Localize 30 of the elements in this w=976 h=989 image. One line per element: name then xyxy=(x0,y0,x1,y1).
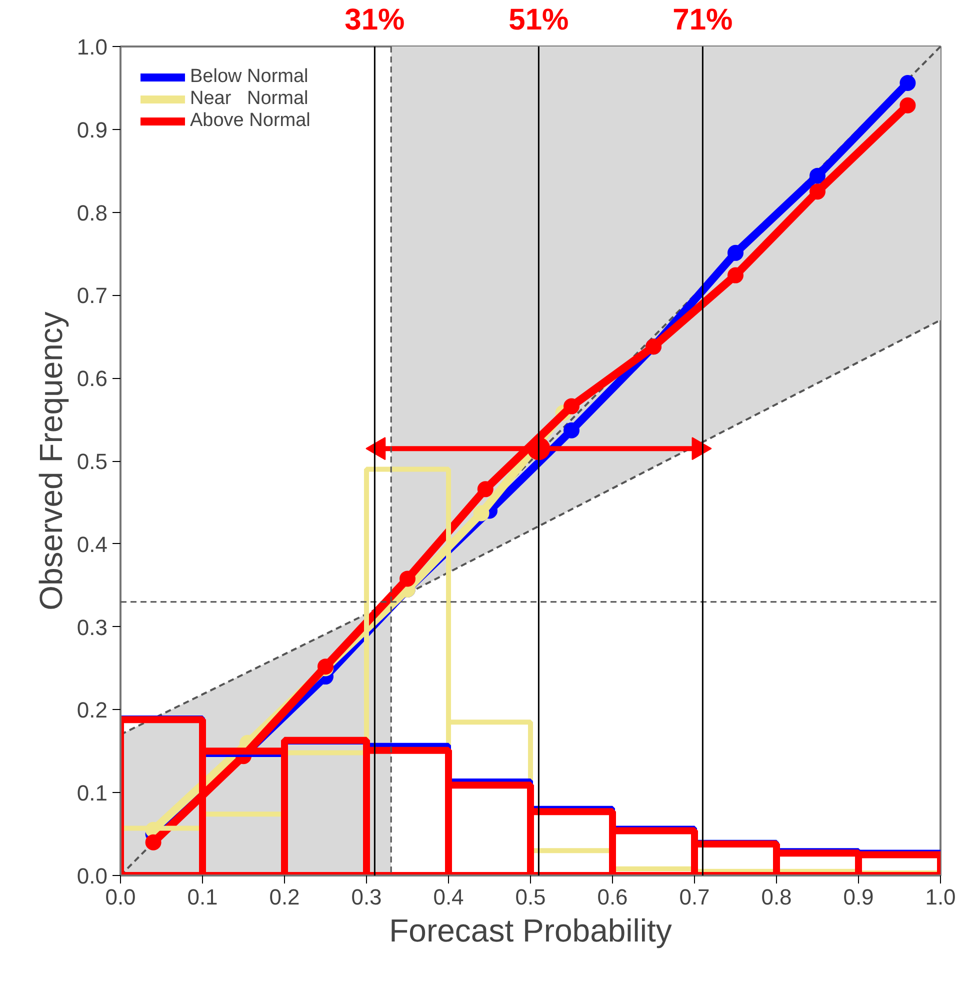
y-tick-label: 0.7 xyxy=(76,283,108,308)
y-tick-label: 0.4 xyxy=(76,532,108,557)
y-axis-title: Observed Frequency xyxy=(32,312,69,610)
x-tick-label: 0.9 xyxy=(843,884,874,910)
x-axis-title: Forecast Probability xyxy=(389,912,672,948)
y-tick-label: 1.0 xyxy=(76,34,108,60)
x-tick-label: 0.6 xyxy=(597,884,628,910)
y-tick-label: 0.0 xyxy=(76,864,108,888)
x-tick-label: 0.4 xyxy=(433,884,464,910)
y-tick-label: 0.5 xyxy=(76,449,108,474)
legend-label: Above Normal xyxy=(190,110,310,132)
x-tick-label: 0.3 xyxy=(351,884,382,910)
x-tick-label: 0.2 xyxy=(269,884,300,910)
y-tick-label: 0.3 xyxy=(76,614,108,640)
legend-label: Near Normal xyxy=(190,88,308,110)
x-tick-label: 0.5 xyxy=(515,884,546,910)
legend-label: Below Normal xyxy=(190,66,308,88)
y-tick-label: 0.6 xyxy=(76,366,108,392)
ref-line-label: 71% xyxy=(672,4,733,36)
ref-line-label: 51% xyxy=(508,4,569,36)
ref-line-label: 31% xyxy=(344,4,405,36)
y-tick-label: 0.2 xyxy=(76,698,108,723)
x-tick-label: 0.8 xyxy=(761,884,792,910)
x-tick-label: 0.0 xyxy=(105,884,136,910)
y-tick-label: 0.9 xyxy=(76,117,108,142)
x-tick-label: 0.1 xyxy=(187,884,218,910)
y-tick-label: 0.1 xyxy=(76,780,108,806)
x-tick-label: 0.7 xyxy=(679,884,710,910)
y-tick-label: 0.8 xyxy=(76,200,108,226)
x-tick-label: 1.0 xyxy=(925,884,956,910)
